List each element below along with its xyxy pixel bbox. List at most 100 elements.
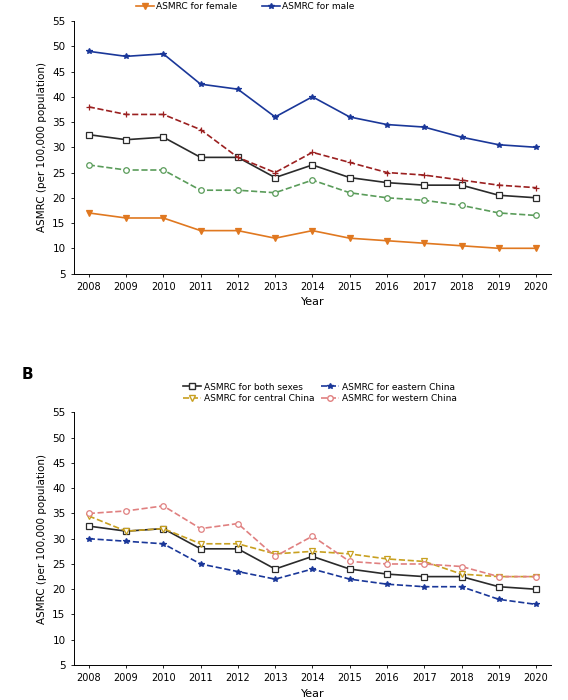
ASMRC for western China	[495, 573, 502, 581]
ASMRC for female	[383, 237, 390, 245]
ASMRC for central China	[197, 540, 204, 548]
ASMRC for both sexes	[346, 565, 353, 573]
ASMRC for female	[123, 214, 130, 222]
ASMRC for western China	[197, 524, 204, 533]
ASMRC for western China	[235, 519, 241, 528]
ASMRC for male	[160, 50, 167, 58]
Line: ASMRC for both sexes: ASMRC for both sexes	[86, 132, 539, 201]
ASMRC for eastern China	[346, 575, 353, 583]
ASMRC for both sexes	[160, 524, 167, 533]
ASMRC for both sexes	[197, 545, 204, 553]
ASMRC for female	[85, 209, 92, 217]
ASMRC for western China	[123, 507, 130, 515]
ASMRC for male	[235, 85, 241, 93]
ASMRC for central China	[421, 557, 428, 566]
ASMRC for central China	[346, 550, 353, 558]
ASMRC for female	[235, 226, 241, 234]
ASMRC for rural areas	[383, 168, 390, 176]
Text: B: B	[22, 367, 33, 382]
ASMRC for western China	[160, 502, 167, 510]
ASMRC for both sexes	[421, 181, 428, 190]
ASMRC for eastern China	[160, 540, 167, 548]
ASMRC for both sexes	[458, 181, 465, 190]
ASMRC for both sexes	[309, 552, 316, 561]
ASMRC for urban areas	[160, 166, 167, 174]
ASMRC for eastern China	[309, 565, 316, 573]
ASMRC for urban areas	[123, 166, 130, 174]
ASMRC for western China	[421, 560, 428, 568]
ASMRC for urban areas	[272, 188, 278, 197]
ASMRC for female	[458, 241, 465, 250]
ASMRC for central China	[160, 524, 167, 533]
ASMRC for both sexes	[346, 174, 353, 182]
ASMRC for both sexes	[495, 582, 502, 591]
ASMRC for urban areas	[346, 188, 353, 197]
ASMRC for eastern China	[85, 535, 92, 543]
ASMRC for male	[85, 47, 92, 55]
ASMRC for male	[272, 113, 278, 121]
ASMRC for eastern China	[383, 580, 390, 589]
ASMRC for urban areas	[533, 211, 540, 220]
ASMRC for rural areas	[533, 183, 540, 192]
ASMRC for urban areas	[309, 176, 316, 184]
ASMRC for eastern China	[197, 560, 204, 568]
ASMRC for eastern China	[235, 568, 241, 576]
Line: ASMRC for western China: ASMRC for western China	[86, 503, 539, 580]
ASMRC for urban areas	[421, 196, 428, 204]
ASMRC for both sexes	[309, 161, 316, 169]
Line: ASMRC for eastern China: ASMRC for eastern China	[86, 536, 539, 607]
ASMRC for eastern China	[458, 582, 465, 591]
Legend: ASMRC for both sexes, ASMRC for female, ASMRC for rural areas, ASMRC for male, A: ASMRC for both sexes, ASMRC for female, …	[136, 0, 512, 11]
Line: ASMRC for female: ASMRC for female	[86, 210, 539, 251]
ASMRC for western China	[346, 557, 353, 566]
ASMRC for urban areas	[85, 161, 92, 169]
ASMRC for rural areas	[197, 125, 204, 134]
ASMRC for urban areas	[458, 201, 465, 209]
ASMRC for male	[421, 123, 428, 132]
ASMRC for urban areas	[197, 186, 204, 195]
ASMRC for central China	[495, 573, 502, 581]
ASMRC for rural areas	[123, 110, 130, 118]
ASMRC for rural areas	[421, 171, 428, 179]
ASMRC for western China	[458, 562, 465, 570]
ASMRC for central China	[235, 540, 241, 548]
Line: ASMRC for central China: ASMRC for central China	[86, 513, 539, 580]
ASMRC for rural areas	[346, 158, 353, 167]
ASMRC for both sexes	[272, 174, 278, 182]
Y-axis label: ASMRC (per 100,000 population): ASMRC (per 100,000 population)	[37, 62, 47, 232]
ASMRC for female	[495, 244, 502, 253]
ASMRC for both sexes	[123, 136, 130, 144]
ASMRC for both sexes	[197, 153, 204, 162]
Line: ASMRC for both sexes: ASMRC for both sexes	[86, 524, 539, 592]
ASMRC for both sexes	[458, 573, 465, 581]
ASMRC for female	[272, 234, 278, 242]
ASMRC for urban areas	[235, 186, 241, 195]
ASMRC for eastern China	[495, 595, 502, 603]
X-axis label: Year: Year	[300, 298, 324, 307]
ASMRC for male	[123, 52, 130, 61]
ASMRC for male	[346, 113, 353, 121]
X-axis label: Year: Year	[300, 689, 324, 699]
ASMRC for both sexes	[123, 527, 130, 536]
ASMRC for western China	[309, 532, 316, 540]
ASMRC for both sexes	[235, 153, 241, 162]
ASMRC for both sexes	[533, 194, 540, 202]
ASMRC for western China	[272, 552, 278, 561]
ASMRC for both sexes	[383, 570, 390, 578]
ASMRC for both sexes	[85, 130, 92, 139]
ASMRC for male	[458, 133, 465, 141]
ASMRC for rural areas	[495, 181, 502, 190]
ASMRC for central China	[272, 550, 278, 558]
Line: ASMRC for rural areas: ASMRC for rural areas	[86, 104, 539, 190]
Legend: ASMRC for both sexes, ASMRC for central China, ASMRC for eastern China, ASMRC fo: ASMRC for both sexes, ASMRC for central …	[183, 383, 457, 403]
ASMRC for both sexes	[495, 191, 502, 200]
ASMRC for western China	[533, 573, 540, 581]
ASMRC for male	[495, 141, 502, 149]
ASMRC for western China	[85, 510, 92, 518]
ASMRC for central China	[383, 554, 390, 563]
ASMRC for eastern China	[533, 600, 540, 608]
ASMRC for male	[533, 143, 540, 151]
ASMRC for urban areas	[495, 209, 502, 217]
ASMRC for both sexes	[383, 178, 390, 187]
ASMRC for western China	[383, 560, 390, 568]
